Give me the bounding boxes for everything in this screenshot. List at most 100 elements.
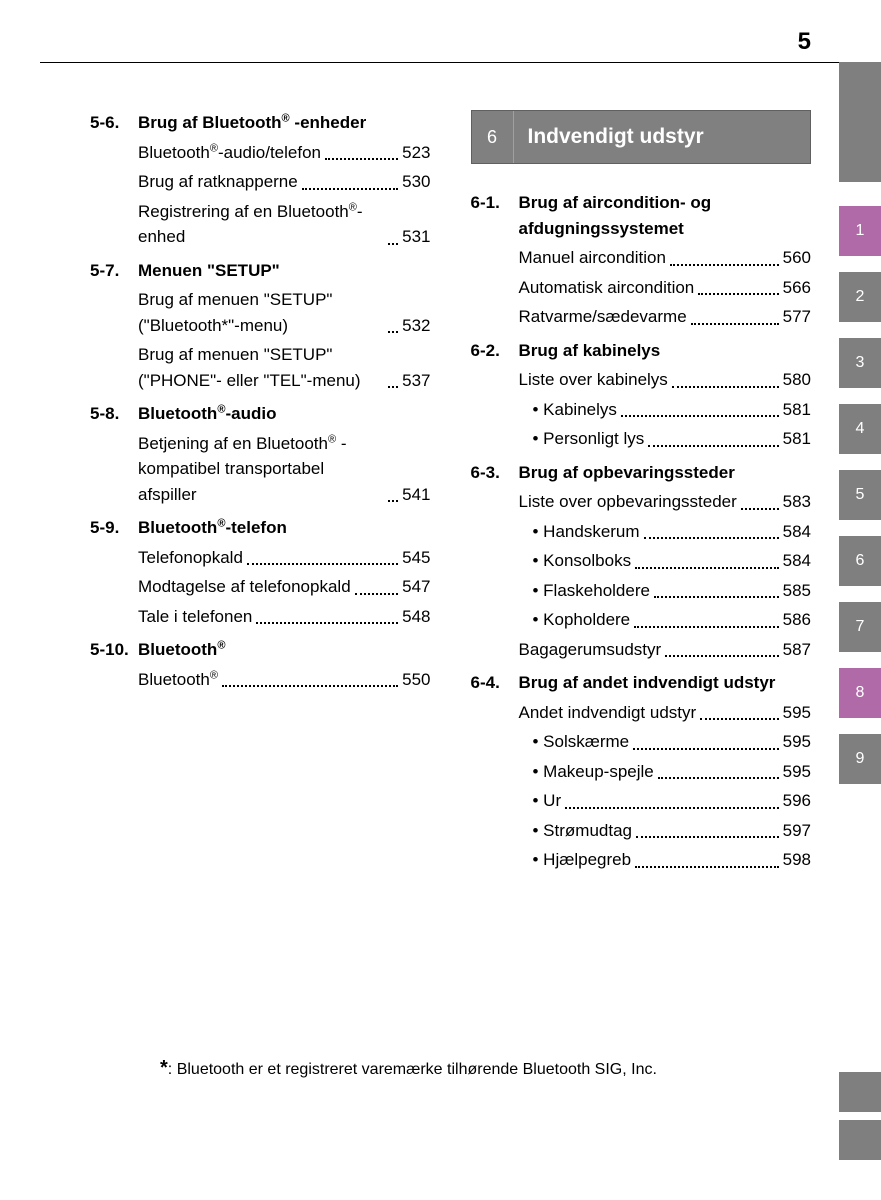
toc-entry[interactable]: Bagagerumsudstyr587: [519, 637, 812, 663]
side-tab-4[interactable]: 4: [839, 404, 881, 454]
toc-entry-page: 530: [402, 169, 430, 195]
toc-entry-page: 545: [402, 545, 430, 571]
toc-section-number: 5-7.: [90, 258, 138, 284]
toc-section-head: 5-10.Bluetooth®: [90, 637, 431, 663]
toc-entry-label: • Strømudtag: [533, 818, 633, 844]
toc-entries: Betjening af en Bluetooth® -kompatibel t…: [138, 431, 431, 508]
toc-entry-leader: [634, 626, 778, 628]
toc-section-number: 5-6.: [90, 110, 138, 136]
toc-entry-page: 586: [783, 607, 811, 633]
toc-section: 6-3.Brug af opbevaringssteder Liste over …: [471, 460, 812, 663]
side-tab-6[interactable]: 6: [839, 536, 881, 586]
toc-entry[interactable]: Modtagelse af telefonopkald547: [138, 574, 431, 600]
toc-entry[interactable]: Automatisk aircondition566: [519, 275, 812, 301]
toc-section: 5-9.Bluetooth®-telefonTelefonopkald545Mo…: [90, 515, 431, 629]
toc-entry-leader: [654, 596, 779, 598]
toc-entry[interactable]: Andet indvendigt udstyr595: [519, 700, 812, 726]
toc-entry-label: • Personligt lys: [533, 426, 645, 452]
toc-entry-leader: [302, 188, 398, 190]
toc-entry-page: 548: [402, 604, 430, 630]
toc-entry-label: Registrering af en Bluetooth®-enhed: [138, 199, 384, 250]
toc-entry[interactable]: Liste over kabinelys 580: [519, 367, 812, 393]
toc-entry-label: Liste over kabinelys: [519, 367, 668, 393]
side-tab-8[interactable]: 8: [839, 668, 881, 718]
toc-entry[interactable]: • Kabinelys 581: [533, 397, 812, 423]
footnote: *: Bluetooth er et registreret varemærke…: [160, 1057, 791, 1080]
toc-entry[interactable]: Liste over opbevaringssteder583: [519, 489, 812, 515]
toc-entry-leader: [325, 158, 398, 160]
toc-entry-leader: [355, 593, 398, 595]
toc-entry[interactable]: Bluetooth®550: [138, 667, 431, 693]
toc-entry-page: 596: [783, 788, 811, 814]
toc-entry-page: 531: [402, 224, 430, 250]
toc-entries: Bluetooth®550: [138, 667, 431, 693]
toc-entry-leader: [700, 718, 778, 720]
toc-entry-label: • Kabinelys: [533, 397, 617, 423]
toc-section: 5-8.Bluetooth®-audio Betjening af en Blue…: [90, 401, 431, 507]
toc-entry-label: • Kopholdere: [533, 607, 631, 633]
toc-entry[interactable]: Manuel aircondition560: [519, 245, 812, 271]
right-column: 6Indvendigt udstyr 6-1.Brug af airconditi…: [471, 110, 812, 881]
toc-entry[interactable]: • Hjælpegreb598: [533, 847, 812, 873]
toc-section-number: 5-8.: [90, 401, 138, 427]
toc-entry[interactable]: • Strømudtag597: [533, 818, 812, 844]
toc-entry[interactable]: • Flaskeholdere585: [533, 578, 812, 604]
toc-entry-leader: [222, 685, 398, 687]
toc-entry-page: 547: [402, 574, 430, 600]
toc-entry-label: Liste over opbevaringssteder: [519, 489, 737, 515]
toc-entry[interactable]: Betjening af en Bluetooth® -kompatibel t…: [138, 431, 431, 508]
toc-entry-page: 595: [783, 729, 811, 755]
toc-section-head: 5-8.Bluetooth®-audio: [90, 401, 431, 427]
toc-entry-label: Tale i telefonen: [138, 604, 252, 630]
toc-entry-page: 541: [402, 482, 430, 508]
toc-entry[interactable]: • Konsolboks584: [533, 548, 812, 574]
toc-entry-label: Automatisk aircondition: [519, 275, 695, 301]
toc-entry[interactable]: • Handskerum584: [533, 519, 812, 545]
chapter-title: Indvendigt udstyr: [514, 121, 704, 153]
toc-entry[interactable]: Brug af menuen "SETUP" ("Bluetooth*"-men…: [138, 287, 431, 338]
toc-entry-leader: [388, 243, 398, 245]
toc-entry[interactable]: Telefonopkald545: [138, 545, 431, 571]
toc-entry[interactable]: • Solskærme595: [533, 729, 812, 755]
toc-entry-page: 584: [783, 548, 811, 574]
left-column: 5-6.Brug af Bluetooth® -enhederBluetooth…: [90, 110, 431, 881]
toc-entry[interactable]: Brug af ratknapperne 530: [138, 169, 431, 195]
toc-entry-page: 580: [783, 367, 811, 393]
toc-entry[interactable]: Brug af menuen "SETUP" ("PHONE"- eller "…: [138, 342, 431, 393]
side-tab-2[interactable]: 2: [839, 272, 881, 322]
toc-entry-label: Brug af menuen "SETUP" ("PHONE"- eller "…: [138, 342, 384, 393]
toc-entry[interactable]: • Makeup-spejle 595: [533, 759, 812, 785]
toc-entry[interactable]: Tale i telefonen 548: [138, 604, 431, 630]
toc-entry[interactable]: Registrering af en Bluetooth®-enhed 531: [138, 199, 431, 250]
toc-entry[interactable]: • Kopholdere 586: [533, 607, 812, 633]
toc-entry-page: 595: [783, 759, 811, 785]
toc-entry[interactable]: Ratvarme/sædevarme577: [519, 304, 812, 330]
toc-entry-label: Bagagerumsudstyr: [519, 637, 662, 663]
toc-entries: Liste over opbevaringssteder583 • Handske…: [519, 489, 812, 662]
toc-entry-label: • Makeup-spejle: [533, 759, 654, 785]
side-tab-7[interactable]: 7: [839, 602, 881, 652]
toc-entries: Andet indvendigt udstyr595 • Solskærme595…: [519, 700, 812, 873]
bottom-tab-0: [839, 1072, 881, 1112]
side-tab-5[interactable]: 5: [839, 470, 881, 520]
toc-section-title: Brug af opbevaringssteder: [519, 460, 735, 486]
side-tab-9[interactable]: 9: [839, 734, 881, 784]
side-tab-3[interactable]: 3: [839, 338, 881, 388]
bottom-tabs: [839, 1064, 881, 1160]
toc-entry[interactable]: Bluetooth®-audio/telefon523: [138, 140, 431, 166]
toc-entry[interactable]: • Ur596: [533, 788, 812, 814]
chapter-number: 6: [472, 111, 514, 163]
toc-entry-label: Manuel aircondition: [519, 245, 666, 271]
toc-entry-page: 581: [783, 397, 811, 423]
toc-entry[interactable]: • Personligt lys581: [533, 426, 812, 452]
toc-section-head: 6-3.Brug af opbevaringssteder: [471, 460, 812, 486]
toc-entry-leader: [658, 777, 779, 779]
toc-section-head: 6-1.Brug af aircondition- og afdugningss…: [471, 190, 812, 241]
toc-entries: Brug af menuen "SETUP" ("Bluetooth*"-men…: [138, 287, 431, 393]
toc-section-title: Bluetooth®-audio: [138, 401, 276, 427]
toc-entry-leader: [665, 655, 778, 657]
toc-entry-label: Brug af ratknapperne: [138, 169, 298, 195]
side-tab-1[interactable]: 1: [839, 206, 881, 256]
toc-entry-leader: [388, 500, 398, 502]
toc-section-number: 6-2.: [471, 338, 519, 364]
